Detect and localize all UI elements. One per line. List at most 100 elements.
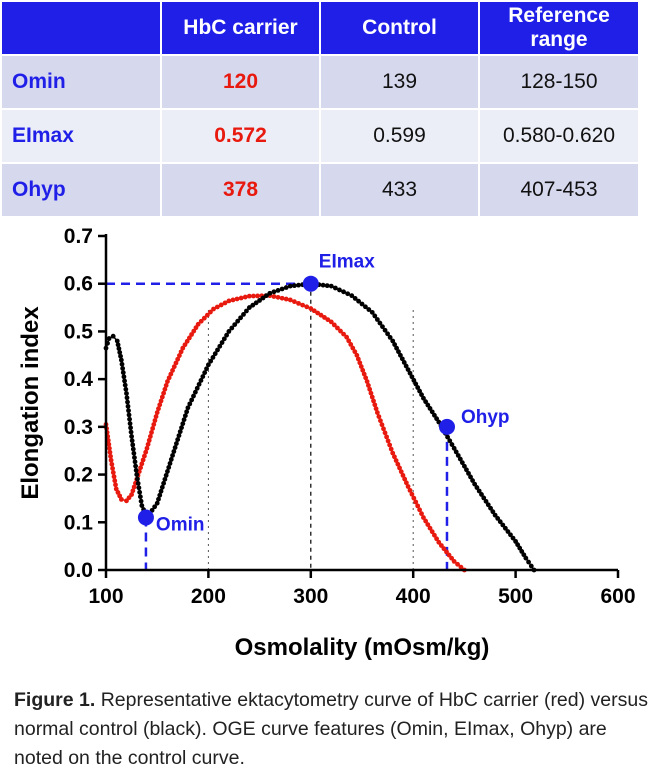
x-tick-label: 200	[191, 585, 226, 608]
series-point	[479, 492, 484, 497]
series-point	[407, 487, 413, 493]
series-point	[361, 371, 367, 377]
series-point	[369, 309, 375, 315]
series-point	[338, 328, 343, 334]
y-tick-label: 0.7	[64, 225, 93, 248]
series-point	[398, 469, 404, 475]
series-point	[495, 516, 501, 521]
series-point	[413, 499, 419, 505]
caption-label: Figure 1.	[14, 689, 96, 711]
series-point	[173, 360, 179, 366]
series-point	[403, 480, 409, 486]
series-point	[158, 488, 164, 494]
series-point	[392, 342, 398, 347]
series-point	[300, 302, 306, 308]
series-point	[128, 425, 133, 431]
series-point	[470, 478, 475, 483]
series-point	[128, 429, 134, 435]
series-point	[198, 318, 204, 324]
annotation-marker-eimax	[302, 275, 319, 292]
series-point	[150, 426, 156, 431]
series-point	[232, 322, 238, 328]
series-point	[192, 389, 198, 395]
series-point	[114, 338, 120, 344]
series-point	[368, 390, 374, 396]
series-point	[191, 393, 196, 399]
series-point	[126, 408, 131, 414]
series-point	[120, 370, 126, 375]
series-point	[139, 503, 145, 508]
series-point	[212, 351, 218, 357]
x-tick-label: 100	[88, 585, 123, 608]
series-point	[402, 476, 408, 482]
table-header-control: Control	[320, 2, 480, 55]
series-point	[162, 386, 168, 392]
series-point	[468, 474, 473, 480]
series-point	[145, 441, 151, 447]
series-point	[159, 394, 165, 400]
y-tick-label: 0.0	[64, 559, 93, 582]
series-point	[367, 386, 373, 392]
annotation-marker-ohyp	[438, 418, 455, 435]
series-point	[427, 525, 433, 531]
series-point	[325, 317, 331, 323]
series-point	[110, 470, 116, 475]
row-label: EImax	[2, 108, 162, 163]
series-point	[165, 379, 170, 384]
series-point	[413, 381, 419, 387]
series-point	[283, 296, 289, 302]
series-point	[118, 353, 123, 359]
series-point	[119, 361, 125, 367]
control-value: 433	[320, 162, 480, 216]
series-point	[382, 327, 388, 333]
series-point	[137, 489, 143, 495]
series-point	[151, 422, 157, 427]
series-point	[434, 536, 440, 542]
series-point	[296, 300, 301, 306]
series-point	[244, 308, 249, 314]
figure-caption: Figure 1. Representative ektacytometry c…	[14, 686, 654, 773]
series-point	[125, 403, 131, 409]
series-point	[377, 320, 383, 326]
series-point	[385, 438, 391, 444]
series-point	[118, 357, 124, 363]
series-point	[121, 374, 127, 380]
series-point	[374, 317, 380, 322]
series-point	[474, 485, 480, 490]
series-point	[411, 495, 417, 501]
series-point	[357, 360, 363, 366]
series-point	[405, 484, 411, 489]
series-point	[382, 430, 388, 436]
series-point	[229, 325, 235, 331]
series-point	[344, 334, 350, 340]
series-point	[135, 481, 141, 486]
series-point	[372, 313, 378, 319]
series-point	[451, 559, 457, 564]
series-point	[221, 336, 227, 342]
series-point	[166, 465, 172, 470]
caption-text: Representative ektacytometry curve of Hb…	[14, 689, 648, 769]
series-point	[196, 381, 202, 387]
series-point	[142, 453, 147, 459]
series-point	[395, 461, 401, 467]
series-point	[163, 472, 169, 478]
series-point	[381, 426, 386, 432]
series-point	[352, 296, 358, 301]
series-point	[423, 518, 429, 524]
series-point	[476, 488, 482, 494]
series-point	[182, 413, 188, 419]
series-point	[508, 532, 513, 538]
series-point	[432, 412, 437, 418]
series-point	[387, 334, 393, 340]
series-point	[184, 409, 190, 415]
table-row-ohyp: Ohyp 378 433 407-453	[2, 162, 638, 216]
series-point	[354, 352, 360, 358]
series-point	[472, 481, 478, 487]
series-point	[127, 421, 133, 426]
y-tick-label: 0.5	[64, 320, 94, 343]
series-point	[275, 294, 281, 300]
series-point	[219, 340, 225, 345]
series-point	[324, 283, 330, 289]
series-point	[218, 302, 224, 308]
series-point	[170, 453, 175, 458]
